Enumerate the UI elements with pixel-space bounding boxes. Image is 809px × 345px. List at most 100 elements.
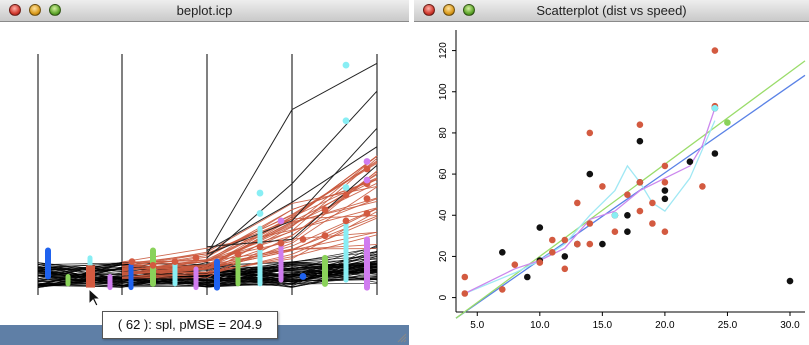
fit-line-0	[455, 74, 806, 319]
scatter-point	[636, 207, 644, 215]
scatter-point	[561, 265, 569, 273]
fit-line-2	[464, 120, 716, 295]
window-title: Scatterplot (dist vs speed)	[536, 3, 687, 18]
scatter-point	[661, 179, 669, 186]
scatter-point	[711, 150, 719, 157]
scatter-point	[624, 212, 631, 219]
scatter-point	[686, 158, 694, 165]
y-tick-label: 0	[438, 294, 449, 300]
pcp-highlight-line	[121, 155, 378, 271]
scatter-point	[649, 220, 656, 227]
scatter-point	[624, 191, 631, 198]
scatter-point	[611, 212, 619, 219]
scatter-point	[599, 183, 606, 190]
y-tick-label: 60	[438, 168, 449, 180]
scatter-point	[586, 220, 594, 227]
pcp-red-dot	[363, 195, 371, 203]
scatter-point	[711, 47, 719, 54]
pcp-selected-bar	[86, 265, 95, 288]
scatter-point	[649, 199, 656, 207]
x-tick-label: 10.0	[530, 320, 550, 331]
pcp-red-dot	[171, 258, 179, 266]
pcp-highlight-line	[121, 177, 378, 270]
scatter-plot[interactable]: 5.0 10.0 15.0 20.0 25.0 30.0 0 20 40 60 80 100 120	[414, 22, 809, 345]
fit-line-3	[464, 107, 716, 295]
close-light-icon[interactable]	[9, 4, 21, 16]
scatterplot-titlebar[interactable]: Scatterplot (dist vs speed)	[414, 0, 809, 22]
pcp-red-dot	[363, 165, 371, 173]
pcp-highlight-line	[121, 215, 378, 265]
pcp-highlight-line	[121, 217, 378, 278]
pcp-dot	[342, 117, 350, 125]
y-tick-label: 20	[438, 250, 449, 262]
y-tick-label: 100	[438, 83, 449, 100]
pcp-highlight-line	[121, 211, 378, 274]
pcp-red-dot	[342, 191, 350, 199]
pcp-red-dot	[256, 243, 264, 251]
pcp-case-line	[206, 127, 378, 255]
scatter-point	[786, 277, 794, 285]
scatter-point	[661, 195, 669, 203]
parallel-plot[interactable]	[0, 22, 409, 325]
scatter-point	[511, 261, 519, 268]
close-light-icon[interactable]	[423, 4, 435, 16]
scatter-point	[561, 236, 569, 244]
pcp-highlight-line	[121, 200, 378, 268]
pcp-dot	[342, 61, 350, 69]
pcp-highlight-line	[121, 198, 378, 263]
minimize-light-icon[interactable]	[443, 4, 455, 16]
zoom-light-icon[interactable]	[463, 4, 475, 16]
scatter-point	[461, 290, 469, 297]
scatter-point	[699, 183, 706, 190]
pcp-dot	[299, 273, 307, 280]
y-tick-label: 40	[438, 209, 449, 221]
x-tick-label: 30.0	[780, 320, 800, 331]
pcp-highlight-line	[121, 207, 378, 278]
scatter-point	[724, 119, 731, 126]
scatter-point	[524, 273, 531, 281]
y-tick-label: 80	[438, 127, 449, 139]
scatter-point	[586, 129, 594, 137]
scatter-point	[599, 240, 606, 248]
pcp-dot	[342, 184, 350, 191]
pcp-red-dot	[321, 206, 329, 214]
y-tick-label: 120	[438, 42, 449, 59]
pcp-red-dot	[192, 254, 200, 262]
fit-line-1	[455, 60, 806, 319]
scatter-canvas[interactable]: 5.0 10.0 15.0 20.0 25.0 30.0 0 20 40 60 80 100 120	[414, 22, 809, 345]
scatter-point	[549, 236, 556, 244]
pcp-case-line	[206, 146, 378, 251]
minimize-light-icon[interactable]	[29, 4, 41, 16]
scatter-point	[536, 224, 544, 231]
scatter-point	[574, 240, 581, 248]
pcp-dot	[363, 176, 371, 184]
scatter-point	[586, 240, 594, 248]
x-tick-label: 20.0	[655, 320, 675, 331]
scatter-point	[611, 228, 619, 235]
pcp-red-dot	[149, 261, 157, 269]
pcp-dot	[256, 210, 264, 217]
resize-grip-icon[interactable]	[395, 331, 407, 343]
pcp-highlight-line	[121, 197, 378, 273]
pcp-highlight-line	[121, 158, 378, 270]
pcp-red-dot	[277, 239, 285, 247]
case-tooltip: ( 62 ): spl, pMSE = 204.9	[102, 311, 278, 339]
scatter-point	[461, 273, 469, 281]
pcp-case-line	[206, 62, 378, 255]
scatter-point	[661, 187, 669, 194]
x-tick-label: 15.0	[593, 320, 613, 331]
pcp-red-dot	[321, 232, 329, 240]
scatter-point	[711, 104, 719, 112]
pcp-highlight-line	[121, 161, 378, 269]
scatter-point	[661, 228, 669, 235]
parallel-plot-canvas[interactable]	[0, 22, 409, 325]
pcp-dot	[256, 189, 264, 197]
beplot-titlebar[interactable]: beplot.icp	[0, 0, 409, 22]
scatter-point	[636, 137, 644, 145]
scatter-point	[636, 121, 644, 128]
pcp-dot	[363, 158, 371, 165]
scatter-point	[636, 179, 644, 186]
pcp-red-dot	[363, 210, 371, 217]
zoom-light-icon[interactable]	[49, 4, 61, 16]
beplot-window: beplot.icp ( 62 ): spl, pMSE = 204.9	[0, 0, 409, 345]
